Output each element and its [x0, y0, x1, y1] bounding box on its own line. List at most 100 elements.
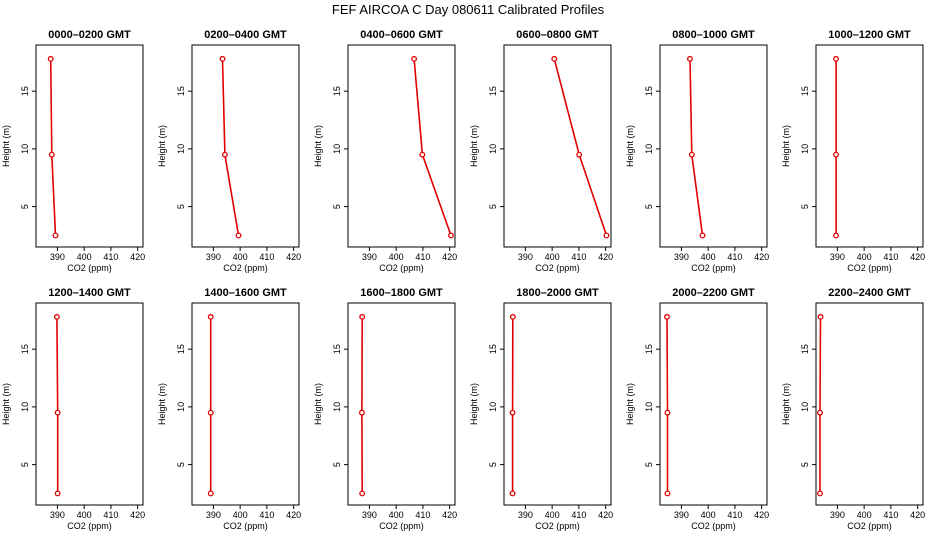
x-axis-label: CO2 (ppm): [379, 263, 424, 273]
y-tick-label: 5: [800, 462, 810, 467]
y-tick-label: 15: [800, 344, 810, 354]
panel-title: 1400–1600 GMT: [204, 287, 287, 299]
x-tick-label: 420: [442, 510, 457, 520]
y-tick-label: 15: [644, 86, 654, 96]
data-point: [688, 151, 695, 158]
x-axis-label: CO2 (ppm): [691, 263, 736, 273]
panel-title: 0400–0600 GMT: [360, 29, 443, 41]
x-tick-label: 400: [389, 510, 404, 520]
x-tick-label: 400: [233, 252, 248, 262]
y-tick-label: 5: [800, 204, 810, 209]
x-tick-label: 400: [545, 252, 560, 262]
y-axis-label: Height (m): [469, 125, 479, 167]
data-point: [207, 409, 214, 416]
x-axis-label: CO2 (ppm): [847, 521, 892, 531]
data-point: [48, 151, 55, 158]
panel-6: 1200–1400 GMT 390 400 410 420 CO2 (ppm) 5 10 15 H…: [1, 287, 145, 531]
y-tick-label: 5: [332, 462, 342, 467]
x-tick-label: 400: [857, 252, 872, 262]
x-tick-label: 400: [701, 252, 716, 262]
y-axis-label: Height (m): [157, 383, 167, 425]
data-point: [664, 490, 671, 497]
panel-title: 2200–2400 GMT: [828, 287, 911, 299]
x-axis-label: CO2 (ppm): [67, 521, 112, 531]
y-tick-label: 5: [176, 204, 186, 209]
data-point: [359, 490, 366, 497]
y-tick-label: 10: [488, 402, 498, 412]
x-tick-label: 410: [415, 510, 430, 520]
x-tick-label: 420: [442, 252, 457, 262]
data-point: [54, 490, 61, 497]
x-axis-label: CO2 (ppm): [847, 263, 892, 273]
x-tick-label: 400: [77, 510, 92, 520]
data-point: [448, 232, 454, 239]
data-point: [551, 55, 558, 62]
plot-frame: [35, 44, 144, 248]
x-tick-label: 390: [518, 510, 533, 520]
panel-3: 0600–0800 GMT 390 400 410 420 CO2 (ppm) 5 10 15 H…: [469, 29, 613, 273]
y-axis-label: Height (m): [781, 383, 791, 425]
y-tick-label: 5: [332, 204, 342, 209]
x-tick-label: 420: [754, 252, 769, 262]
x-axis-label: CO2 (ppm): [223, 521, 268, 531]
y-tick-label: 5: [176, 462, 186, 467]
data-point: [411, 55, 418, 62]
plot-frame: [35, 302, 144, 506]
y-axis-label: Height (m): [313, 125, 323, 167]
x-tick-label: 400: [389, 252, 404, 262]
plot-frame: [815, 302, 924, 506]
plot-frame: [191, 44, 300, 248]
y-axis-label: Height (m): [781, 125, 791, 167]
x-axis-label: CO2 (ppm): [67, 263, 112, 273]
data-point: [833, 55, 840, 62]
x-tick-label: 390: [362, 510, 377, 520]
panel-title: 0000–0200 GMT: [48, 29, 131, 41]
y-tick-label: 5: [488, 462, 498, 467]
data-point: [576, 151, 583, 158]
x-tick-label: 390: [830, 510, 845, 520]
y-tick-label: 15: [488, 344, 498, 354]
series-line: [819, 316, 822, 494]
panel-title: 1000–1200 GMT: [828, 29, 911, 41]
x-tick-label: 410: [727, 510, 742, 520]
x-tick-label: 390: [518, 252, 533, 262]
x-axis-label: CO2 (ppm): [691, 521, 736, 531]
y-tick-label: 10: [20, 144, 30, 154]
x-tick-label: 400: [701, 510, 716, 520]
x-tick-label: 390: [674, 510, 689, 520]
x-tick-label: 420: [910, 252, 925, 262]
data-point: [603, 232, 610, 239]
data-point: [358, 409, 365, 416]
data-point: [235, 232, 242, 239]
data-point: [207, 490, 214, 497]
y-tick-label: 10: [332, 402, 342, 412]
panel-10: 2000–2200 GMT 390 400 410 420 CO2 (ppm) 5 10 15 H…: [625, 287, 769, 531]
data-point: [359, 313, 366, 320]
x-tick-label: 410: [883, 510, 898, 520]
plot-frame: [815, 44, 924, 248]
data-point: [509, 409, 516, 416]
data-point: [687, 55, 693, 62]
y-tick-label: 15: [176, 86, 186, 96]
panel-title: 2000–2200 GMT: [672, 287, 755, 299]
plot-frame: [659, 302, 768, 506]
y-tick-label: 15: [332, 344, 342, 354]
figure-title: FEF AIRCOA C Day 080611 Calibrated Profi…: [332, 2, 605, 17]
data-point: [664, 313, 670, 320]
y-tick-label: 15: [488, 86, 498, 96]
y-tick-label: 5: [20, 204, 30, 209]
data-point: [833, 232, 840, 239]
x-tick-label: 400: [857, 510, 872, 520]
x-tick-label: 410: [571, 252, 586, 262]
panel-title: 0800–1000 GMT: [672, 29, 755, 41]
plot-frame: [347, 44, 456, 248]
x-tick-label: 400: [233, 510, 248, 520]
panel-7: 1400–1600 GMT 390 400 410 420 CO2 (ppm) 5 10 15 H…: [157, 287, 301, 531]
x-tick-label: 420: [910, 510, 925, 520]
series-line: [689, 58, 704, 236]
series-line: [49, 58, 57, 236]
panel-2: 0400–0600 GMT 390 400 410 420 CO2 (ppm) 5 10 15 H…: [313, 29, 457, 273]
y-tick-label: 15: [176, 344, 186, 354]
y-tick-label: 15: [20, 86, 30, 96]
x-tick-label: 420: [598, 510, 613, 520]
